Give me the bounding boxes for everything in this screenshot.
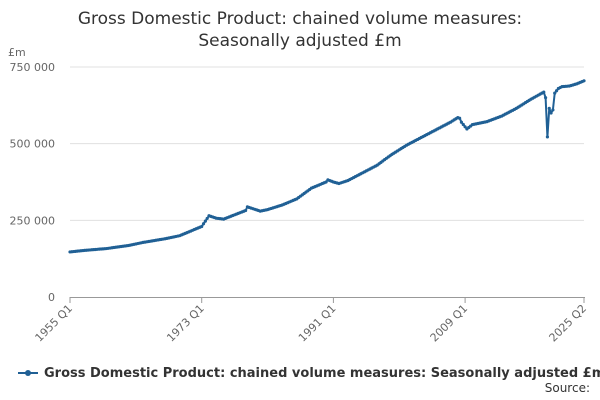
- chart-title-line-1: Gross Domestic Product: chained volume m…: [77, 9, 523, 29]
- x-tick-label: 1955 Q1: [33, 302, 76, 345]
- data-point: [545, 135, 550, 139]
- data-point: [543, 96, 548, 100]
- data-point: [459, 120, 464, 124]
- x-tick-label: 2025 Q2: [547, 302, 590, 345]
- data-point: [554, 89, 559, 93]
- data-point: [553, 91, 557, 95]
- y-tick-label: 0: [48, 291, 55, 304]
- chart-title-line-2: Seasonally adjusted £m: [198, 31, 402, 51]
- data-point: [200, 224, 204, 229]
- y-tick-label: 250 000: [10, 214, 56, 227]
- y-tick-label: 750 000: [10, 61, 56, 74]
- data-point: [582, 79, 586, 83]
- data-point: [324, 180, 328, 184]
- source-label: Source:: [544, 381, 590, 395]
- data-point: [203, 219, 207, 223]
- y-axis-unit-label: £m: [8, 46, 26, 59]
- data-point: [244, 208, 248, 213]
- legend[interactable]: Gross Domestic Product: chained volume m…: [18, 364, 600, 382]
- data-point: [463, 125, 467, 129]
- x-tick-label: 2009 Q1: [428, 302, 471, 345]
- data-point: [458, 116, 462, 120]
- y-tick-label: 500 000: [10, 138, 56, 151]
- data-point: [461, 122, 465, 127]
- data-point: [549, 111, 553, 115]
- legend-swatch-icon: [18, 368, 38, 378]
- legend-label: Gross Domestic Product: chained volume m…: [44, 365, 600, 381]
- data-point: [542, 90, 546, 94]
- data-point: [205, 216, 209, 221]
- series-line: [69, 79, 585, 253]
- data-point: [201, 222, 206, 226]
- data-point: [551, 108, 555, 112]
- data-point: [547, 106, 551, 110]
- x-tick-label: 1991 Q1: [296, 302, 339, 345]
- x-tick-label: 1973 Q1: [164, 302, 207, 345]
